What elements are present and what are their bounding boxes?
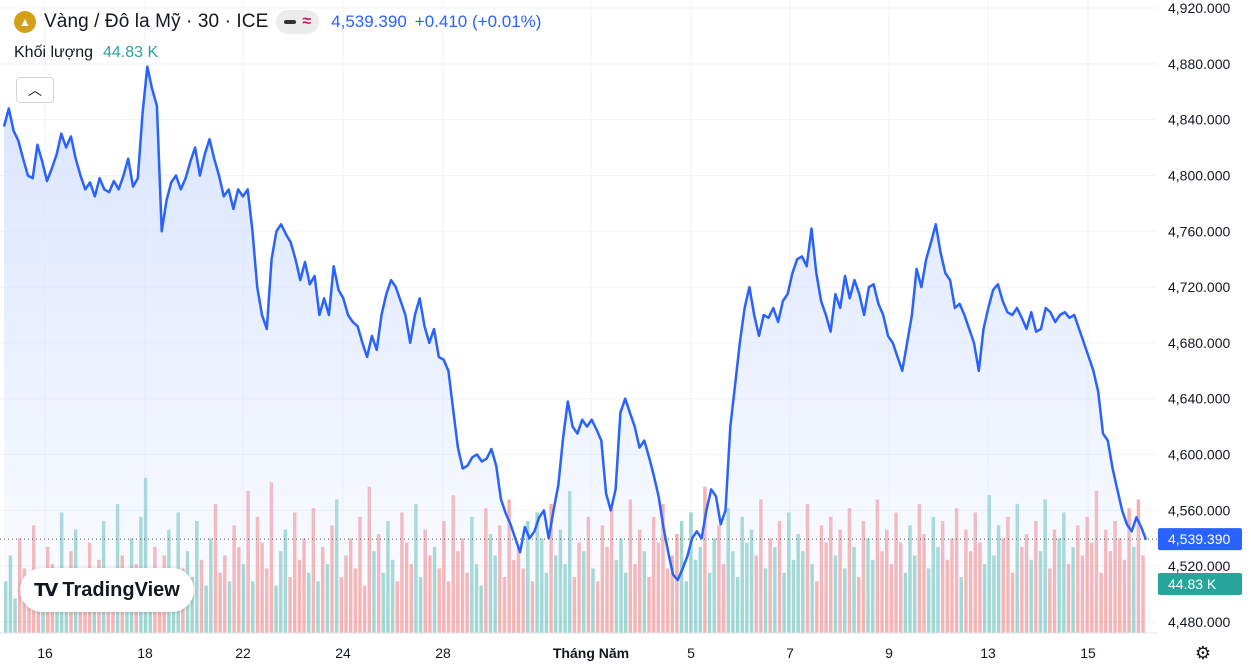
last-volume-label-bg	[1158, 573, 1242, 595]
symbol-legend[interactable]: ▲ Vàng / Đô la Mỹ · 30 · ICE ≈ 4,539.390…	[14, 10, 541, 34]
volume-label: Khối lượng	[14, 44, 94, 61]
chart-settings-gear-icon[interactable]: ⚙	[1194, 643, 1212, 663]
collapse-legend-button[interactable]: ︿	[16, 77, 54, 103]
y-tick-label: 4,520.000	[1168, 558, 1230, 574]
x-tick-label: 22	[235, 645, 251, 661]
y-tick-label: 4,920.000	[1168, 0, 1230, 16]
last-price-label-bg	[1158, 528, 1242, 551]
tradingview-logo-text: TradingView	[62, 578, 180, 601]
x-tick-label: 9	[885, 645, 893, 661]
price-area-fill	[4, 66, 1146, 634]
minus-icon	[284, 20, 297, 24]
x-tick-label: 28	[435, 645, 451, 661]
chevron-up-icon: ︿	[28, 82, 42, 98]
x-tick-label: 5	[687, 645, 695, 661]
y-axis[interactable]: 4,920.000 4,880.000 4,840.000 4,800.000 4,76…	[1168, 0, 1230, 630]
price-change: +0.410 (+0.01%)	[414, 12, 542, 31]
x-tick-label: 7	[786, 645, 794, 661]
y-tick-label: 4,680.000	[1168, 335, 1230, 351]
y-tick-label: 4,640.000	[1168, 391, 1230, 407]
y-tick-label: 4,880.000	[1168, 56, 1230, 72]
last-volume-label: 44.83 K	[1168, 576, 1217, 592]
y-tick-label: 4,760.000	[1168, 223, 1230, 239]
y-tick-label: 4,480.000	[1168, 614, 1230, 630]
x-axis[interactable]: 16 18 22 24 28 Tháng Năm 5 7 9 13 15	[0, 632, 1157, 661]
approx-icon: ≈	[302, 13, 312, 30]
price-line	[2, 65, 1148, 582]
y-tick-label: 4,600.000	[1168, 447, 1230, 463]
volume-value: 44.83 K	[103, 44, 159, 61]
tradingview-logo[interactable]: 𝗧𝗩 TradingView	[20, 568, 194, 612]
x-tick-label: 18	[137, 645, 153, 661]
last-price: 4,539.390	[331, 12, 407, 31]
x-tick-label: 16	[37, 645, 53, 661]
x-tick-label: Tháng Năm	[553, 645, 629, 661]
x-tick-label: 24	[335, 645, 351, 661]
last-price-label: 4,539.390	[1168, 531, 1230, 547]
symbol-title[interactable]: Vàng / Đô la Mỹ · 30 · ICE	[44, 11, 269, 32]
y-tick-label: 4,560.000	[1168, 502, 1230, 518]
gold-symbol-icon: ▲	[14, 11, 36, 33]
x-tick-label: 13	[980, 645, 996, 661]
tradingview-logo-icon: 𝗧𝗩	[34, 579, 58, 600]
last-value-labels: 4,539.390 44.83 K	[1158, 528, 1242, 595]
volume-legend[interactable]: Khối lượng 44.83 K	[14, 44, 158, 62]
y-tick-label: 4,720.000	[1168, 279, 1230, 295]
y-tick-label: 4,840.000	[1168, 112, 1230, 128]
x-tick-label: 15	[1080, 645, 1096, 661]
chart-mode-pill[interactable]: ≈	[276, 10, 320, 34]
y-tick-label: 4,800.000	[1168, 167, 1230, 183]
